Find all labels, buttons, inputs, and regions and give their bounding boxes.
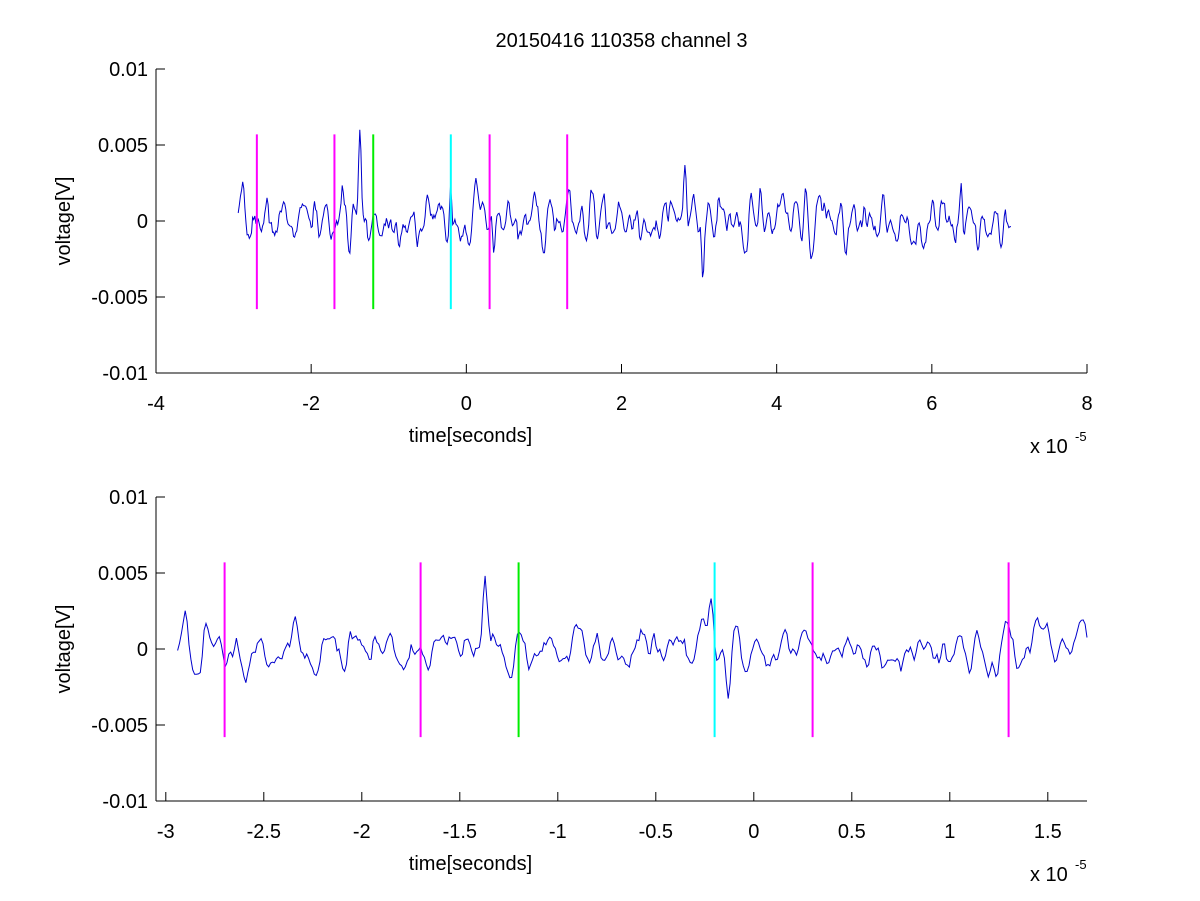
y-axis-label: voltage[V] <box>53 605 75 694</box>
y-tick-label: 0.01 <box>109 59 148 81</box>
x-exponent: -5 <box>1075 429 1087 444</box>
x-tick-label: -2 <box>302 393 320 415</box>
y-tick-label: 0.005 <box>98 563 148 585</box>
y-tick-label: 0 <box>137 211 148 233</box>
x-tick-label: -1 <box>549 821 567 843</box>
x-tick-label: 1 <box>944 821 955 843</box>
x-axis-label: time[seconds] <box>409 853 532 875</box>
x-tick-label: -2.5 <box>247 821 281 843</box>
signal-trace <box>237 129 1012 278</box>
x-tick-label: 1.5 <box>1034 821 1062 843</box>
chart-title: 20150416 110358 channel 3 <box>495 30 747 52</box>
signal-trace <box>177 575 1088 699</box>
top-chart: 20150416 110358 channel 3 -0.01 -0.005 0 0.0… <box>53 30 1093 458</box>
x-axis-label: time[seconds] <box>409 425 532 447</box>
bottom-chart: -0.01 -0.005 0 0.005 0.01 -3 -2.5 -2 -1.5 -1 -0.5 0… <box>53 487 1088 886</box>
y-tick-label: -0.005 <box>91 715 148 737</box>
y-tick-label: 0.01 <box>109 487 148 509</box>
x-tick-label: 0 <box>748 821 759 843</box>
x-tick-label: -3 <box>157 821 175 843</box>
x-tick-label: 0.5 <box>838 821 866 843</box>
x-tick-label: 6 <box>926 393 937 415</box>
x-tick-label: 0 <box>461 393 472 415</box>
y-tick-label: 0 <box>137 639 148 661</box>
y-tick-label: -0.01 <box>102 791 148 813</box>
x-tick-label: -2 <box>353 821 371 843</box>
x-tick-label: 8 <box>1081 393 1092 415</box>
x-tick-label: -0.5 <box>639 821 673 843</box>
x-tick-label: -4 <box>147 393 165 415</box>
x-exponent: -5 <box>1075 857 1087 872</box>
y-tick-label: -0.01 <box>102 363 148 385</box>
x-exponent-prefix: x 10 <box>1030 436 1068 458</box>
y-tick-label: -0.005 <box>91 287 148 309</box>
y-axis-label: voltage[V] <box>53 177 75 266</box>
x-tick-label: -1.5 <box>443 821 477 843</box>
y-tick-label: 0.005 <box>98 135 148 157</box>
x-exponent-prefix: x 10 <box>1030 864 1068 886</box>
x-tick-label: 2 <box>616 393 627 415</box>
x-tick-label: 4 <box>771 393 782 415</box>
